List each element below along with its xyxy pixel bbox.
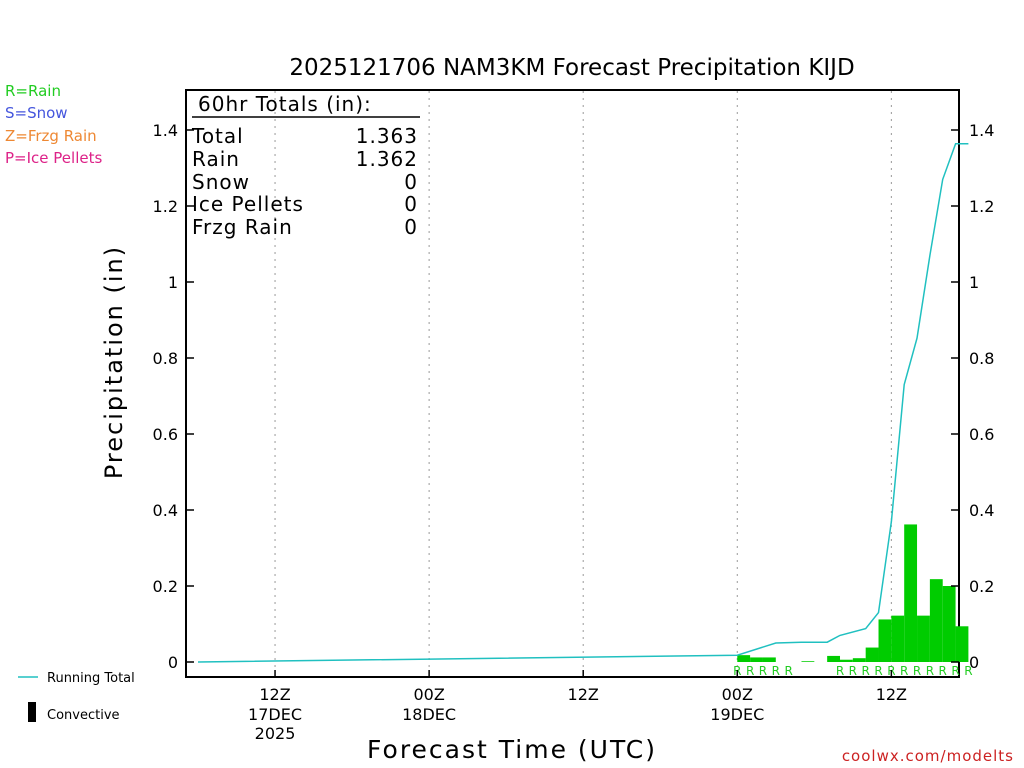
- x-tick-label-4: 12Z: [876, 685, 907, 704]
- y-tick-label-right-5: 1: [969, 273, 979, 292]
- x-axis-label: Forecast Time (UTC): [367, 735, 657, 764]
- y-tick-label-left-4: 0.8: [153, 349, 178, 368]
- y-tick-label-right-6: 1.2: [969, 197, 994, 216]
- x-tick-label-0: 12Z: [259, 685, 290, 704]
- x-tick-date-0: 17DEC: [248, 705, 302, 724]
- precip-bar-8: [878, 619, 892, 662]
- y-tick-label-left-3: 0.6: [153, 425, 178, 444]
- precip-bar-0: [737, 655, 751, 662]
- y-tick-label-right-7: 1.4: [969, 121, 994, 140]
- legend-ice-pellets: P=Ice Pellets: [5, 149, 102, 167]
- precip-bar-4: [827, 655, 840, 662]
- y-tick-label-right-2: 0.4: [969, 501, 994, 520]
- running-total-line: [197, 142, 969, 663]
- totals-label-ice-pellets: Ice Pellets: [192, 192, 304, 216]
- precip-type-marker-11: R: [913, 664, 921, 678]
- y-tick-label-right-3: 0.6: [969, 425, 994, 444]
- precip-type-marker-14: R: [951, 664, 959, 678]
- legend-rain: R=Rain: [5, 82, 61, 100]
- precip-type-marker-8: R: [874, 664, 882, 678]
- legend-frzg-rain: Z=Frzg Rain: [5, 127, 97, 145]
- grid-lines: [274, 91, 892, 676]
- y-axes: 0 00.2 0.20.4 0.40.6 0.60.8 0.81 11.2 1.21.4 1.4: [153, 121, 995, 672]
- x-tick-date-3: 19DEC: [710, 705, 764, 724]
- precip-type-marker-12: R: [926, 664, 934, 678]
- precip-type-markers: RRRRRRRRRRRRRRRR: [733, 664, 972, 678]
- totals-value-total: 1.363: [356, 124, 418, 148]
- y-tick-label-right-4: 0.8: [969, 349, 994, 368]
- precip-bar-14: [955, 626, 969, 662]
- x-tick-year-0: 2025: [255, 724, 296, 743]
- precip-type-marker-4: R: [784, 664, 792, 678]
- legend-snow: S=Snow: [5, 104, 68, 122]
- precip-bar-7: [865, 647, 879, 662]
- precip-bar-13: [942, 586, 956, 662]
- precip-bar-5: [840, 659, 853, 662]
- precip-type-marker-2: R: [759, 664, 767, 678]
- y-tick-label-left-2: 0.4: [153, 501, 178, 520]
- precip-bar-10: [904, 524, 918, 662]
- y-tick-label-left-5: 1: [168, 273, 178, 292]
- x-tick-label-2: 12Z: [568, 685, 599, 704]
- convective-legend-swatch: [28, 702, 36, 722]
- precip-type-marker-13: R: [939, 664, 947, 678]
- totals-heading: 60hr Totals (in):: [198, 92, 372, 116]
- totals-value-frzg-rain: 0: [404, 215, 418, 239]
- precip-bar-2: [762, 657, 776, 662]
- precip-bar-9: [891, 615, 905, 662]
- running-total-legend-label: Running Total: [47, 671, 135, 686]
- precip-type-marker-1: R: [746, 664, 754, 678]
- y-axis-label: Precipitation (in): [100, 245, 128, 479]
- precip-bar-3: [801, 661, 815, 662]
- totals-value-ice-pellets: 0: [404, 192, 418, 216]
- plot-frame: [185, 89, 960, 678]
- convective-legend-label: Convective: [47, 708, 120, 723]
- precip-bar-6: [852, 658, 866, 662]
- totals-box: 60hr Totals (in): Total 1.363 Rain 1.362…: [191, 92, 420, 239]
- precip-type-marker-3: R: [772, 664, 780, 678]
- credit-text: coolwx.com/modelts: [842, 747, 1014, 765]
- precip-type-marker-10: R: [900, 664, 908, 678]
- running-total-layer: [197, 142, 969, 663]
- y-tick-label-left-0: 0: [168, 653, 178, 672]
- precip-type-marker-15: R: [964, 664, 972, 678]
- totals-label-rain: Rain: [192, 147, 240, 171]
- x-tick-date-1: 18DEC: [402, 705, 456, 724]
- x-tick-label-3: 00Z: [722, 685, 753, 704]
- totals-label-total: Total: [191, 124, 244, 148]
- y-tick-label-right-1: 0.2: [969, 577, 994, 596]
- precip-type-marker-6: R: [849, 664, 857, 678]
- precip-type-marker-5: R: [836, 664, 844, 678]
- totals-value-snow: 0: [404, 170, 418, 194]
- totals-label-snow: Snow: [192, 170, 250, 194]
- bottom-legend: Running Total Convective: [18, 671, 135, 723]
- y-tick-label-left-1: 0.2: [153, 577, 178, 596]
- precip-type-marker-7: R: [862, 664, 870, 678]
- precip-type-legend: R=Rain S=Snow Z=Frzg Rain P=Ice Pellets: [5, 82, 102, 167]
- y-tick-label-left-6: 1.2: [153, 197, 178, 216]
- precip-bar-12: [929, 579, 943, 662]
- precip-bar-1: [750, 657, 763, 662]
- x-tick-label-1: 00Z: [413, 685, 444, 704]
- chart-title: 2025121706 NAM3KM Forecast Precipitation…: [289, 55, 854, 81]
- y-tick-label-left-7: 1.4: [153, 121, 178, 140]
- precip-bars: [737, 524, 969, 662]
- totals-value-rain: 1.362: [356, 147, 418, 171]
- precip-bar-11: [917, 615, 930, 662]
- totals-label-frzg-rain: Frzg Rain: [192, 215, 293, 239]
- y-tick-label-right-0: 0: [969, 653, 979, 672]
